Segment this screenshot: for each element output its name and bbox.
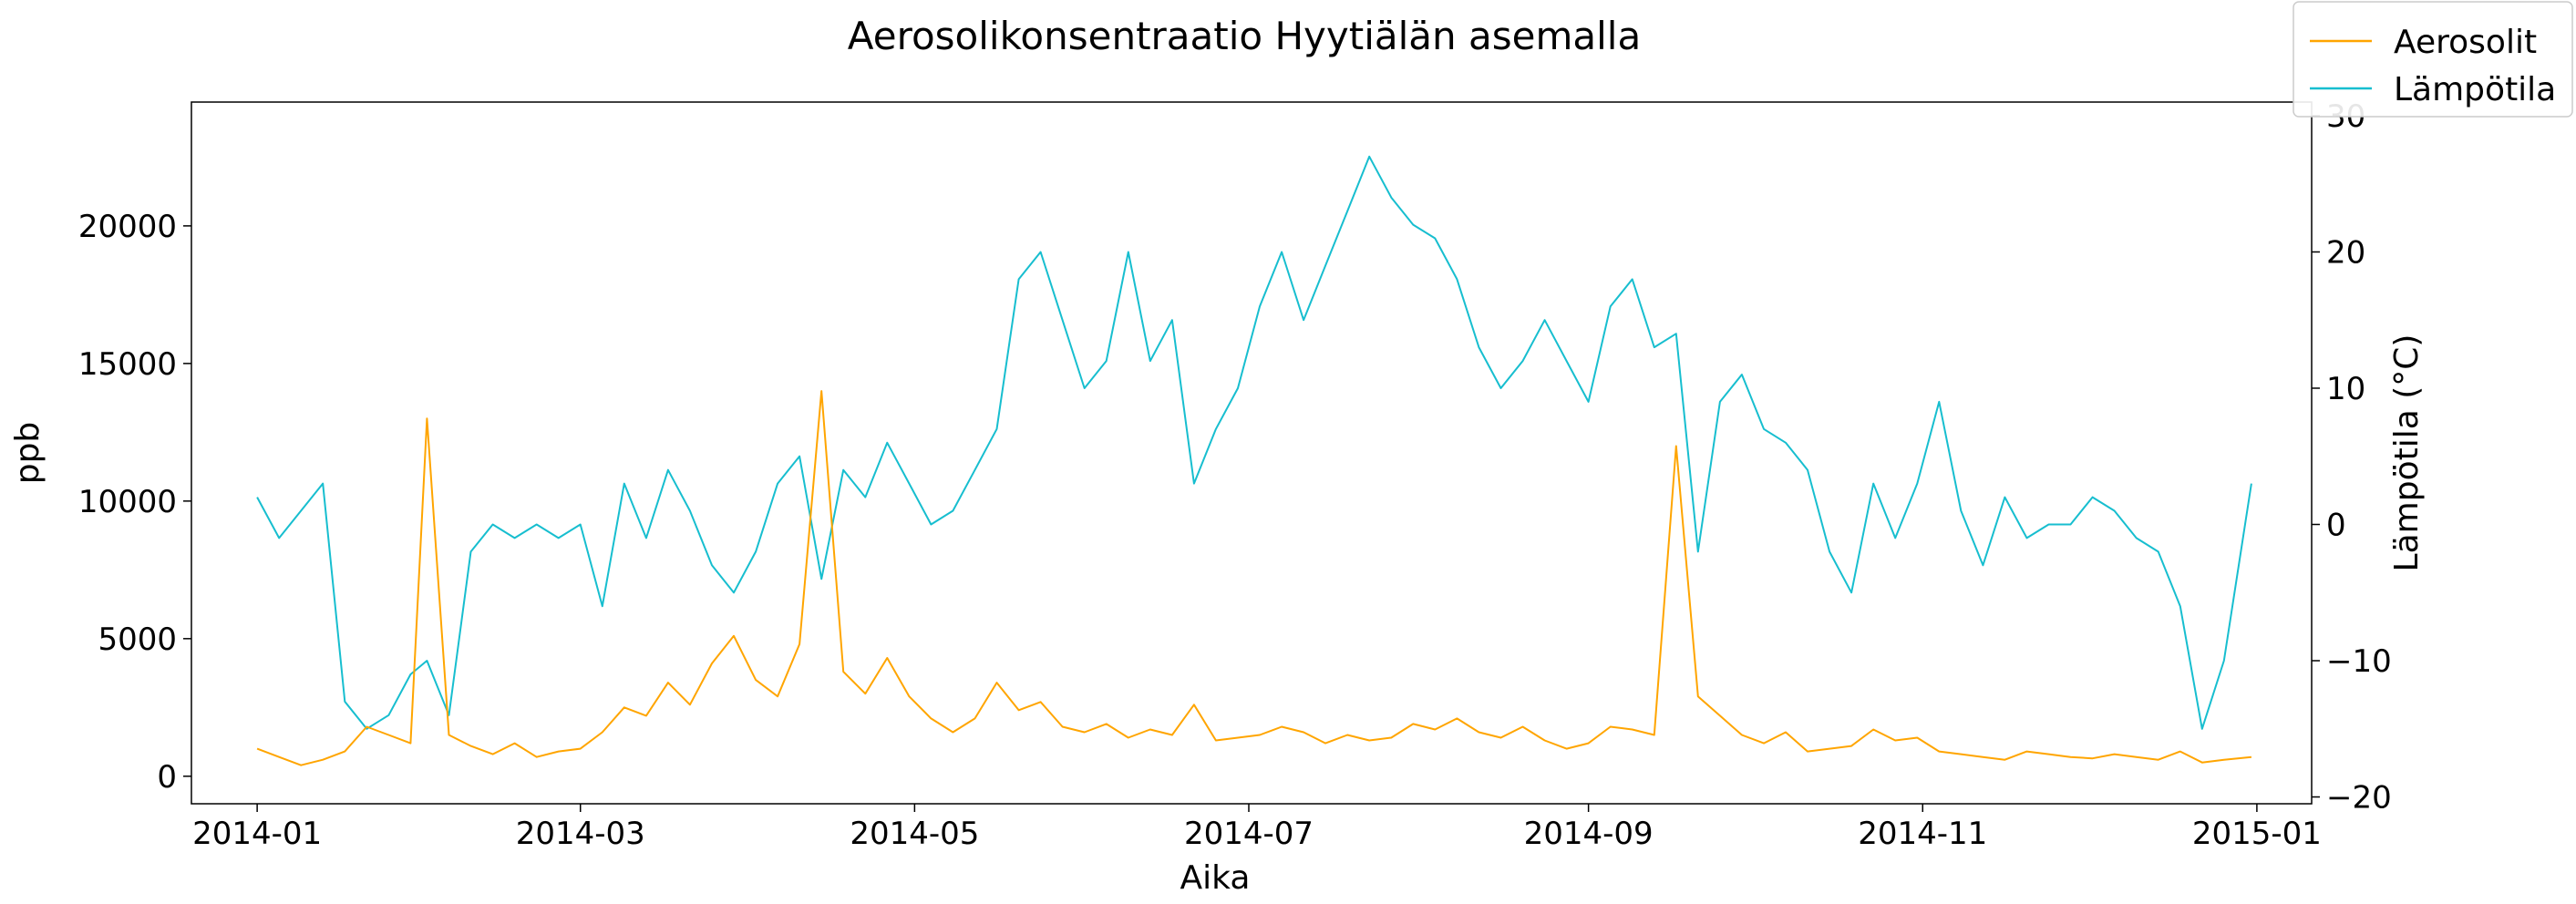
series-aerosolit: [256, 390, 2251, 766]
temperature-line: [256, 155, 2252, 730]
y2-axis-label: Lämpötila (°C): [2388, 334, 2426, 572]
legend-label-aerosolit: Aerosolit: [2394, 24, 2537, 61]
y2-tick-label: −10: [2326, 643, 2392, 680]
x-tick-label: 2014-05: [850, 816, 979, 852]
x-tick-label: 2014-03: [516, 816, 645, 852]
y-tick-label: 15000: [78, 346, 177, 383]
x-tick-label: 2014-09: [1524, 816, 1654, 852]
legend-label-lampotila: Lämpötila: [2394, 71, 2556, 108]
x-tick-label: 2014-01: [192, 816, 322, 852]
y2-tick-label: −20: [2326, 780, 2392, 817]
aerosol-line: [256, 390, 2251, 766]
y-tick-label: 20000: [78, 209, 177, 245]
plot-area: [256, 155, 2252, 766]
y-axis-label: ppb: [9, 422, 46, 485]
y-tick-label: 0: [157, 759, 177, 796]
y-tick-label: 10000: [78, 484, 177, 520]
x-tick-label: 2015-01: [2192, 816, 2322, 852]
x-axis: 2014-01 2014-03 2014-05 2014-07 2014-09 2014-…: [192, 804, 2322, 852]
x-tick-label: 2014-07: [1184, 816, 1314, 852]
x-tick-label: 2014-11: [1858, 816, 1987, 852]
chart-title: Aerosolikonsentraatio Hyytiälän asemalla: [848, 14, 1641, 58]
y2-tick-label: 20: [2326, 234, 2365, 271]
series-lampotila: [256, 155, 2252, 730]
y-tick-label: 5000: [98, 622, 177, 658]
legend: Aerosolit Lämpötila: [2293, 1, 2573, 118]
x-axis-label: Aika: [1180, 859, 1251, 897]
plot-frame: [191, 101, 2313, 805]
y-axis-left: 0 5000 10000 15000 20000: [78, 209, 191, 796]
y2-tick-label: 10: [2326, 371, 2365, 407]
y2-tick-label: 0: [2326, 507, 2346, 543]
